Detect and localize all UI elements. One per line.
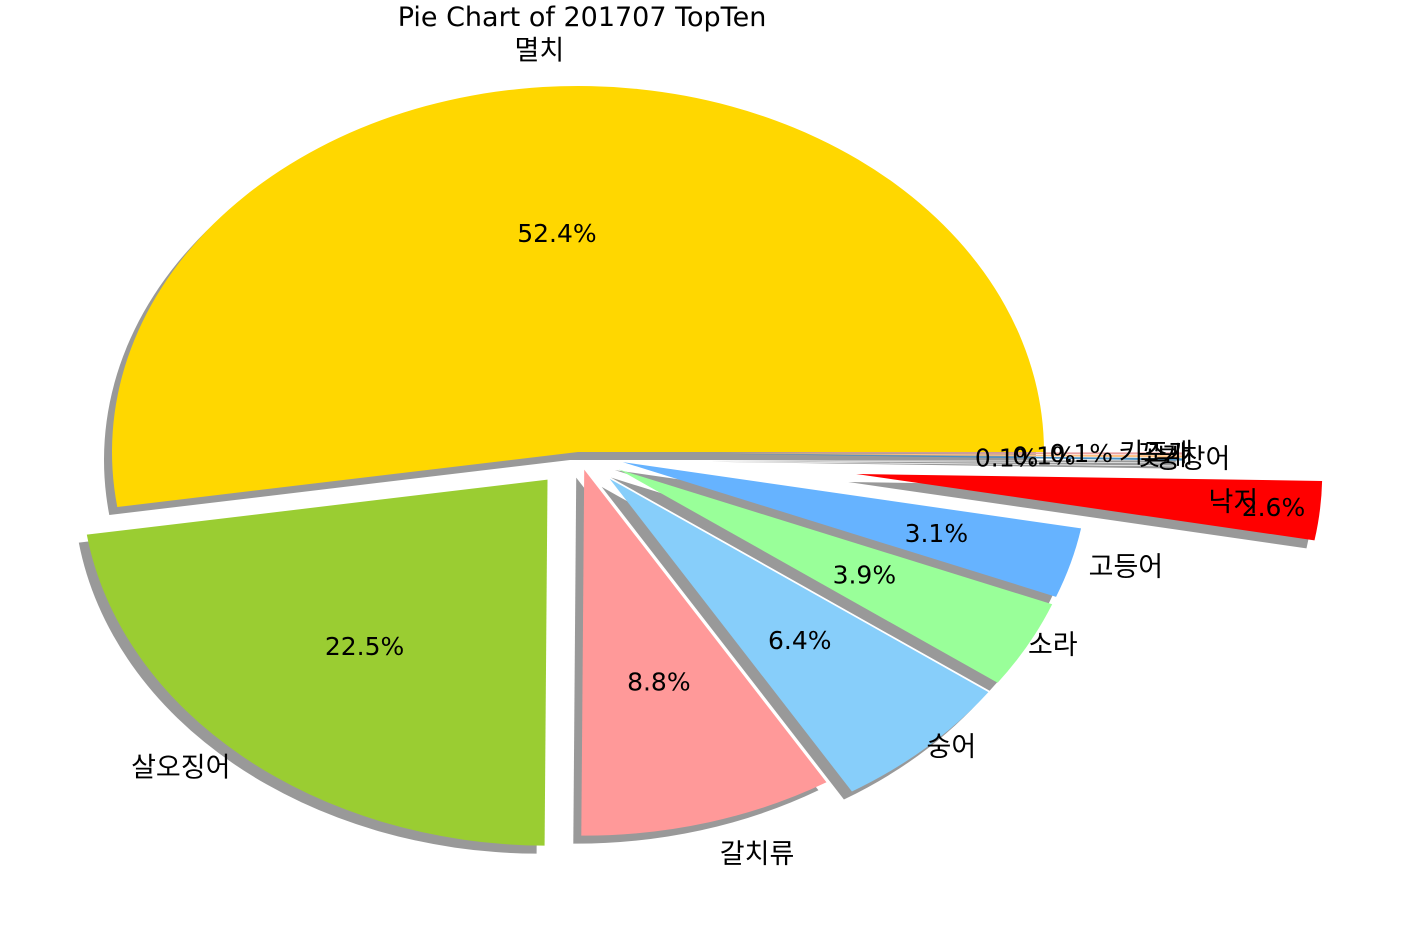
slice-label: 소라 [1028, 630, 1078, 661]
slice-label: 숭어 [927, 732, 977, 763]
pie-slice [609, 478, 989, 792]
slice-label: 꽃게 [1137, 441, 1187, 472]
slice-shadow [709, 460, 1176, 463]
pie-slice [717, 452, 1184, 455]
pie-slice [856, 474, 1323, 541]
slice-label: 낙지 [1209, 487, 1259, 518]
slice-percent-label: 6.4% [768, 626, 832, 655]
slice-percent-label: 0.1% [1012, 441, 1076, 470]
slices [86, 85, 1323, 846]
chart-title: Pie Chart of 201707 TopTen [398, 2, 767, 33]
slice-shadow [614, 470, 1074, 605]
slice-percent-label: 2.6% [1242, 493, 1306, 522]
pie-slice [717, 453, 1184, 461]
slice-percent-label: 3.9% [833, 561, 897, 590]
slice-shadow [709, 461, 1176, 466]
slice-percent-label: 0.1% [1050, 439, 1114, 468]
slice-percent-label: 3.1% [905, 519, 969, 548]
slice-label: 키조개 [1119, 438, 1194, 469]
slice-shadow [709, 461, 1176, 469]
slice-label: 갈치류 [720, 839, 795, 870]
pie-slice [717, 453, 1184, 458]
pie-slice [86, 479, 548, 846]
slice-label: 멸치 [515, 36, 565, 67]
pie-slice [622, 462, 1082, 597]
slice-label: 붕장어 [1156, 444, 1231, 475]
slice-label: 고등어 [1089, 552, 1164, 583]
slice-percent-label: 8.8% [627, 667, 691, 696]
slice-percent-label: 52.4% [517, 219, 596, 248]
slice-label: 살오징어 [131, 753, 230, 784]
pie-slice [618, 469, 1053, 683]
pie-slice [581, 469, 827, 836]
pie-slice [112, 85, 1045, 507]
slice-percent-label: 22.5% [325, 632, 404, 661]
slice-percent-labels: 52.4%22.5%8.8%6.4%3.9%3.1%2.6%0.1%0.1%0.… [325, 219, 1305, 696]
slice-percent-label: 0.1% [975, 443, 1039, 472]
